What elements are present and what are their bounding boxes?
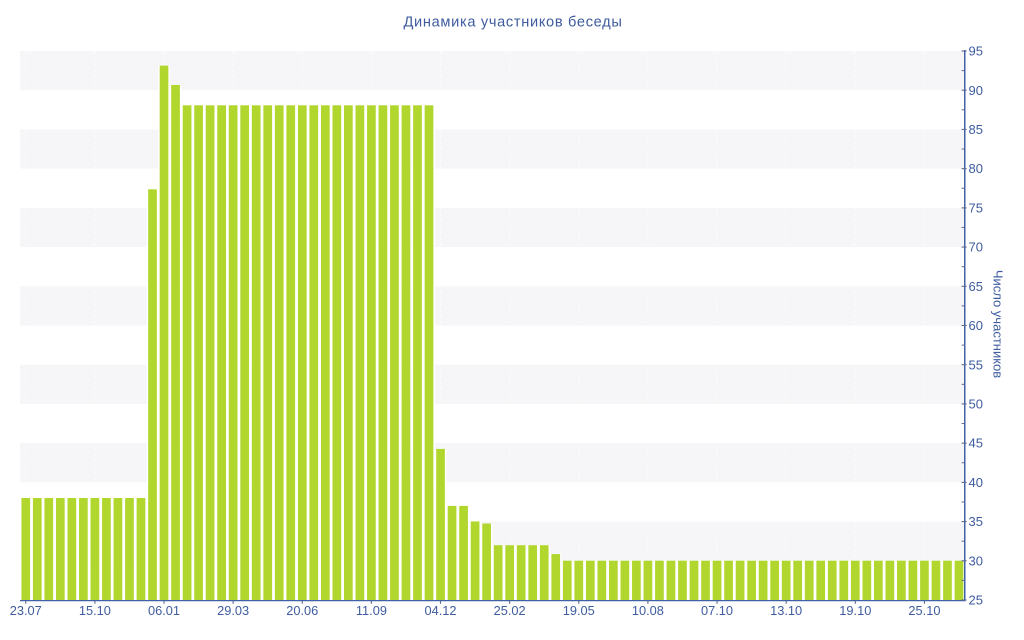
svg-text:75: 75 [969,200,983,215]
svg-text:60: 60 [969,318,983,333]
svg-text:85: 85 [969,122,983,137]
svg-text:80: 80 [969,161,983,176]
svg-text:45: 45 [969,436,983,451]
svg-text:25.02: 25.02 [494,603,526,618]
svg-text:65: 65 [969,279,983,294]
svg-text:30: 30 [969,553,983,568]
svg-text:15.10: 15.10 [79,603,111,618]
svg-text:50: 50 [969,397,983,412]
svg-text:25.10: 25.10 [908,603,940,618]
svg-text:19.10: 19.10 [839,603,871,618]
svg-text:13.10: 13.10 [770,603,802,618]
svg-text:55: 55 [969,357,983,372]
svg-text:29.03: 29.03 [217,603,249,618]
svg-text:07.10: 07.10 [701,603,733,618]
svg-text:90: 90 [969,83,983,98]
svg-text:20.06: 20.06 [286,603,318,618]
svg-text:11.09: 11.09 [356,603,387,618]
svg-text:23.07: 23.07 [10,603,42,618]
svg-text:Число участников: Число участников [990,270,1005,378]
svg-text:04.12: 04.12 [425,603,457,618]
svg-text:10.08: 10.08 [632,603,664,618]
svg-text:35: 35 [969,514,983,529]
svg-text:40: 40 [969,475,983,490]
svg-text:25: 25 [969,593,983,608]
svg-text:Динамика участников беседы: Динамика участников беседы [403,15,622,31]
svg-text:19.05: 19.05 [563,603,595,618]
svg-text:06.01: 06.01 [148,603,180,618]
svg-text:95: 95 [969,44,983,59]
svg-text:70: 70 [969,240,983,255]
